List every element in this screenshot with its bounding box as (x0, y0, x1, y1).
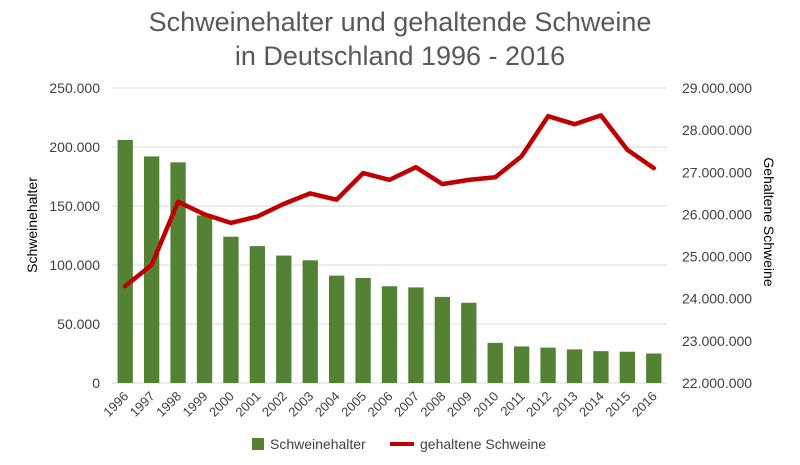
legend-item-bars: Schweinehalter (252, 436, 366, 452)
x-tick-label: 1997 (127, 389, 158, 420)
y2-tick-label: 22.000.000 (682, 375, 752, 391)
y-axis-label: Schweinehalter (24, 177, 40, 273)
bar (540, 347, 556, 383)
y2-tick-label: 23.000.000 (682, 333, 752, 349)
bar (355, 277, 371, 383)
bar (196, 215, 213, 383)
x-tick-label: 2007 (391, 389, 422, 420)
bar (487, 342, 503, 383)
y-tick-label: 150.000 (49, 198, 100, 214)
x-tick-label: 2011 (497, 389, 527, 419)
left-axis-ticks: 0 50.000 100.000 150.000 200.000 250.000 (49, 80, 100, 391)
x-tick-label: 2013 (550, 389, 581, 420)
bar (117, 139, 133, 383)
legend-item-line: gehaltene Schweine (390, 436, 546, 452)
legend-label-bars: Schweinehalter (270, 436, 366, 452)
legend-label-line: gehaltene Schweine (420, 436, 547, 452)
line-series (122, 113, 657, 289)
bar (461, 302, 477, 383)
legend: Schweinehalter gehaltene Schweine (0, 436, 800, 456)
bar (619, 351, 636, 383)
right-axis-ticks: 22.000.000 23.000.000 24.000.000 25.000.000… (682, 80, 752, 391)
bar (513, 346, 530, 383)
x-tick-label: 1996 (100, 389, 131, 420)
bar (143, 156, 160, 383)
x-tick-label: 2015 (602, 389, 633, 420)
x-tick-label: 2012 (523, 389, 554, 420)
bar (593, 351, 609, 383)
y2-tick-label: 25.000.000 (682, 249, 752, 265)
x-tick-label: 2004 (312, 389, 343, 420)
chart-title-line-2: in Deutschland 1996 - 2016 (234, 41, 566, 71)
x-tick-label: 2000 (206, 389, 237, 420)
bar-series (117, 139, 662, 383)
x-tick-label: 2006 (365, 389, 396, 420)
bar (223, 236, 239, 383)
x-tick-label: 2001 (232, 389, 263, 420)
x-tick-label: 2016 (629, 389, 660, 420)
legend-swatch-line (390, 442, 414, 446)
y2-tick-label: 29.000.000 (682, 80, 752, 96)
x-tick-label: 1999 (180, 389, 211, 420)
y-tick-label: 200.000 (49, 139, 100, 155)
x-axis-ticks: 1996199719981999200020012002200320042005… (100, 389, 660, 420)
bar (276, 255, 292, 383)
bar (249, 246, 266, 383)
y2-axis-label: Gehaltene Schweine (761, 157, 777, 286)
x-tick-label: 2002 (259, 389, 290, 420)
chart-title-line-1: Schweinehalter und gehaltende Schweine (148, 7, 652, 37)
x-tick-label: 1998 (153, 389, 184, 420)
x-tick-label: 2005 (338, 389, 369, 420)
x-tick-label: 2010 (470, 389, 501, 420)
y2-tick-label: 24.000.000 (682, 291, 752, 307)
y2-tick-label: 28.000.000 (682, 122, 752, 138)
y-tick-label: 0 (92, 375, 100, 391)
x-tick-label: 2014 (576, 389, 607, 420)
bar (381, 286, 398, 383)
bar (566, 349, 583, 383)
bar (434, 296, 451, 383)
y-tick-label: 100.000 (49, 257, 100, 273)
x-tick-label: 2008 (417, 389, 448, 420)
y-tick-label: 250.000 (49, 80, 100, 96)
x-tick-label: 2003 (285, 389, 316, 420)
bar (328, 275, 345, 383)
y2-tick-label: 27.000.000 (682, 164, 752, 180)
bar (302, 260, 318, 383)
bar (646, 353, 662, 383)
y2-tick-label: 26.000.000 (682, 206, 752, 222)
bar (170, 162, 186, 383)
bar (408, 287, 424, 383)
y-tick-label: 50.000 (57, 316, 100, 332)
x-tick-label: 2009 (444, 389, 475, 420)
legend-swatch-bars (252, 438, 264, 450)
